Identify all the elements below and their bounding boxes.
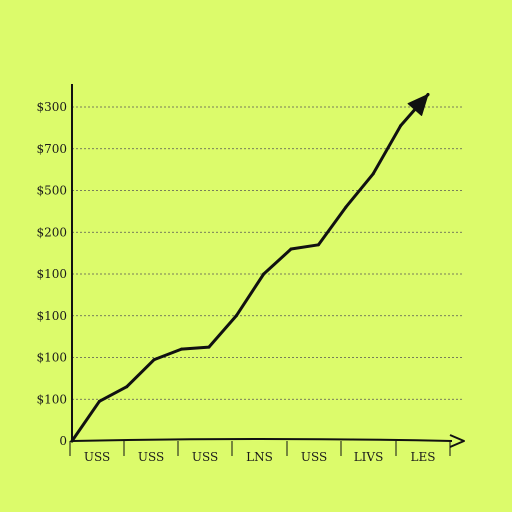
data-point bbox=[97, 399, 101, 403]
y-axis-ticks: 0 $100 $100 $100 $100 $200 $500 $700 $300 bbox=[36, 100, 67, 448]
data-point bbox=[207, 345, 211, 349]
y-tick-label: $100 bbox=[36, 267, 67, 281]
grid-lines bbox=[72, 106, 464, 400]
data-point bbox=[70, 439, 74, 443]
y-tick-label: $100 bbox=[36, 309, 67, 323]
x-tick-label: USS bbox=[192, 450, 218, 464]
x-axis-line bbox=[71, 438, 453, 442]
series-line bbox=[70, 93, 430, 443]
data-point bbox=[262, 272, 266, 276]
axes bbox=[71, 84, 465, 448]
x-tick-label: LNS bbox=[246, 450, 273, 464]
data-point bbox=[289, 247, 293, 251]
data-point bbox=[371, 172, 375, 176]
x-axis-arrowhead bbox=[449, 434, 465, 448]
data-point bbox=[180, 347, 184, 351]
y-tick-label: $100 bbox=[36, 351, 67, 365]
y-tick-label: $300 bbox=[36, 100, 67, 114]
y-tick-label: $500 bbox=[36, 184, 67, 198]
x-tick-label: LIVS bbox=[354, 450, 384, 464]
data-point bbox=[316, 243, 320, 247]
data-point bbox=[399, 124, 403, 128]
x-tick-label: LES bbox=[411, 450, 436, 464]
x-tick-label: USS bbox=[138, 450, 164, 464]
x-axis-ticks: USS USS USS LNS USS LIVS LES bbox=[69, 441, 451, 464]
y-tick-label: 0 bbox=[59, 434, 67, 448]
data-point bbox=[344, 205, 348, 209]
y-tick-label: $200 bbox=[36, 225, 67, 239]
series-layer bbox=[70, 92, 430, 443]
x-tick-label: USS bbox=[84, 450, 110, 464]
x-tick-label: USS bbox=[301, 450, 327, 464]
data-point bbox=[234, 314, 238, 318]
y-tick-label: $100 bbox=[36, 392, 67, 406]
data-point bbox=[152, 358, 156, 362]
data-point bbox=[125, 385, 129, 389]
y-tick-label: $700 bbox=[36, 142, 67, 156]
series-arrowhead bbox=[407, 93, 429, 116]
